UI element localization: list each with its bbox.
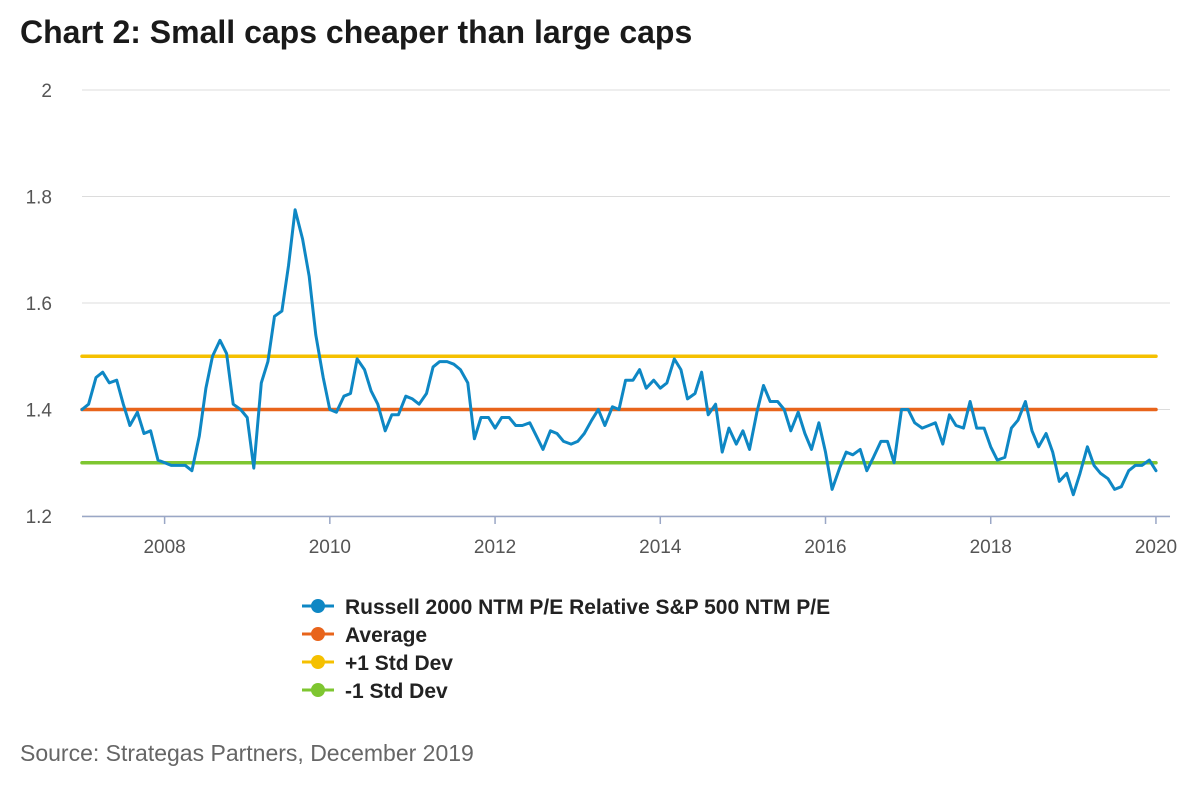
- legend: Russell 2000 NTM P/E Relative S&P 500 NT…: [302, 596, 830, 703]
- x-tick-label: 2016: [804, 537, 846, 558]
- x-tick-label: 2012: [474, 537, 516, 558]
- legend-label: +1 Std Dev: [345, 652, 453, 675]
- legend-swatch-marker: [311, 599, 325, 613]
- chart-title: Chart 2: Small caps cheaper than large c…: [20, 14, 693, 50]
- x-tick-label: 2020: [1135, 537, 1177, 558]
- y-tick-label: 1.2: [26, 507, 52, 528]
- y-tick-label: 2: [41, 81, 52, 102]
- legend-label: -1 Std Dev: [345, 680, 448, 703]
- y-axis-ticks: 1.2 1.4 1.6 1.8 2: [26, 81, 53, 528]
- x-tick-label: 2014: [639, 537, 682, 558]
- legend-swatch-marker: [311, 683, 325, 697]
- legend-swatch-marker: [311, 655, 325, 669]
- x-tick-label: 2008: [143, 537, 185, 558]
- x-axis: 2008 2010 2012 2014 2016 2018 2020: [82, 515, 1177, 558]
- legend-label: Average: [345, 624, 427, 647]
- legend-swatch-marker: [311, 627, 325, 641]
- series-lines: [80, 208, 1158, 497]
- y-tick-label: 1.6: [26, 294, 52, 315]
- line-chart: 1.21.41.61.82 2008 2010 2012 2014 2016 2018 20…: [26, 81, 1178, 703]
- y-tick-label: 1.4: [26, 401, 53, 422]
- y-tick-label: 1.8: [26, 188, 52, 209]
- x-tick-label: 2018: [970, 537, 1012, 558]
- legend-label: Russell 2000 NTM P/E Relative S&P 500 NT…: [345, 596, 830, 619]
- x-tick-label: 2010: [309, 537, 351, 558]
- series-line-0: [80, 208, 1158, 497]
- source-note: Source: Strategas Partners, December 201…: [20, 740, 474, 766]
